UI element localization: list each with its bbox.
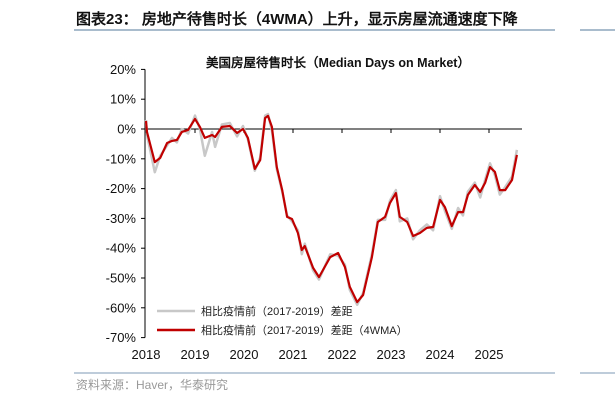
x-tick-label: 2020: [230, 347, 259, 362]
y-tick-label: -10%: [106, 151, 137, 166]
x-tick-label: 2023: [377, 347, 406, 362]
y-tick-label: 10%: [110, 92, 136, 107]
y-tick-label: -60%: [106, 300, 137, 315]
chart-title: 美国房屋待售时长（Median Days on Market）: [206, 55, 470, 70]
y-tick-label: 20%: [110, 62, 136, 77]
y-tick-label: -50%: [106, 271, 137, 286]
series-line-4wma: [144, 114, 518, 304]
y-tick-label: -30%: [106, 211, 137, 226]
legend-label-raw: 相比疫情前（2017-2019）差距: [201, 304, 353, 318]
legend-label-ma: 相比疫情前（2017-2019）差距（4WMA）: [201, 323, 408, 337]
source-note: 资料来源：Haver，华泰研究: [76, 377, 228, 392]
x-tick-label: 2025: [475, 347, 504, 362]
y-tick-label: -40%: [106, 241, 137, 256]
x-tick-label: 2018: [132, 347, 161, 362]
y-tick-label: -70%: [106, 330, 137, 345]
series-line-raw: [144, 112, 519, 307]
x-tick-label: 2021: [279, 347, 308, 362]
x-tick-label: 2024: [426, 347, 455, 362]
legend: 相比疫情前（2017-2019）差距 相比疫情前（2017-2019）差距（4W…: [157, 304, 408, 337]
y-tick-label: -20%: [106, 181, 137, 196]
y-tick-label: 0%: [117, 122, 136, 137]
x-tick-label: 2022: [328, 347, 357, 362]
figure-title: 图表23： 房地产待售时长（4WMA）上升，显示房屋流通速度下降: [76, 10, 519, 28]
x-tick-label: 2019: [181, 347, 210, 362]
